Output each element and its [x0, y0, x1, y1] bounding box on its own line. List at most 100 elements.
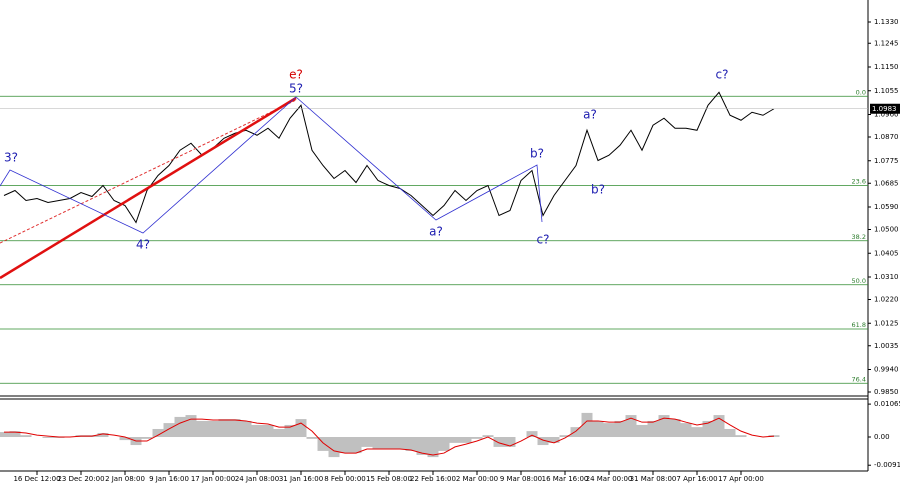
histogram-bar: [240, 420, 252, 438]
x-tick-label: 17 Apr 00:00: [718, 475, 764, 483]
histogram-bar: [482, 435, 494, 438]
histogram-bar: [273, 428, 285, 438]
fib-label: 61.8: [852, 321, 866, 329]
x-tick-label: 16 Dec 12:00: [13, 475, 60, 483]
x-tick-label: 9 Jan 16:00: [149, 475, 189, 483]
x-tick-label: 15 Feb 08:00: [366, 475, 412, 483]
wave-label: 5?: [289, 82, 303, 96]
histogram-bar: [581, 412, 593, 438]
wave-label: 3?: [4, 151, 18, 165]
y-tick-label: 1.0035: [874, 342, 899, 350]
histogram-bar: [339, 437, 351, 454]
histogram-bar: [42, 437, 54, 438]
histogram-bar: [735, 435, 747, 438]
histogram-bar: [449, 437, 461, 443]
histogram-bar: [196, 420, 208, 438]
histogram-bar: [460, 437, 472, 443]
x-tick-label: 9 Mar 08:00: [500, 475, 542, 483]
y-tick-label: 1.0500: [874, 226, 899, 234]
y-tick-label: 1.0870: [874, 133, 899, 141]
y-tick-label: 1.1245: [874, 39, 899, 47]
histogram-bar: [504, 437, 516, 447]
histogram-bar: [658, 415, 670, 438]
histogram-bar: [20, 435, 32, 438]
histogram-bar: [328, 437, 340, 458]
x-tick-label: 24 Mar 00:00: [586, 475, 633, 483]
histogram-bar: [713, 415, 725, 438]
histogram-bar: [141, 437, 153, 439]
x-tick-label: 8 Feb 00:00: [324, 475, 365, 483]
histogram-bar: [372, 437, 384, 450]
y-tick-label: 0.9850: [874, 388, 899, 396]
histogram-bar: [383, 437, 395, 450]
wave-label: b?: [530, 147, 544, 161]
fib-label: 50.0: [852, 277, 866, 285]
x-tick-label: 22 Feb 16:00: [410, 475, 456, 483]
wave-label: a?: [583, 108, 597, 122]
histogram-bar: [284, 424, 296, 438]
x-tick-label: 2 Mar 00:00: [456, 475, 498, 483]
y-tick-label: 1.0960: [874, 111, 899, 119]
histogram-bar: [416, 437, 428, 455]
histogram-bar: [647, 420, 659, 438]
histogram-bar: [229, 419, 241, 438]
x-tick-label: 17 Jan 00:00: [191, 475, 235, 483]
y-tick-label: 1.0405: [874, 249, 899, 257]
fib-label: 38.2: [852, 233, 866, 241]
histogram-bar: [317, 437, 329, 451]
histogram-bar: [295, 419, 307, 438]
x-tick-label: 7 Apr 16:00: [676, 475, 717, 483]
histogram-bar: [570, 427, 582, 438]
histogram-bar: [614, 420, 626, 438]
plot-layer: 0.0 23.6 38.2 50.0 61.8 76.4: [0, 88, 868, 458]
wave-line: [0, 96, 543, 234]
x-tick-label: 24 Jan 08:00: [235, 475, 279, 483]
y-tick-label: 1.0590: [874, 203, 899, 211]
histogram-bar: [262, 424, 274, 438]
histogram-bar: [702, 420, 714, 438]
wave-label: b?: [591, 183, 605, 197]
histogram-bar: [9, 431, 21, 438]
histogram-bar: [493, 437, 505, 447]
histogram-bar: [625, 415, 637, 438]
histogram-bar: [592, 420, 604, 438]
histogram-bar: [471, 437, 483, 439]
price-line: [3, 91, 775, 224]
y-tick-label: 0.9940: [874, 366, 899, 374]
histogram-bar: [152, 428, 164, 438]
histogram-bar: [394, 437, 406, 450]
histogram-bar: [548, 437, 560, 443]
histogram-bar: [207, 420, 219, 438]
histogram-bar: [251, 424, 263, 438]
histogram-bar: [0, 432, 10, 438]
wave-label: a?: [429, 225, 443, 239]
wave-label: 4?: [136, 238, 150, 252]
x-tick-label: 31 Jan 16:00: [279, 475, 323, 483]
y-tick-label: 1.0775: [874, 157, 899, 165]
fib-label: 23.6: [852, 178, 866, 186]
histogram-bar: [119, 437, 131, 441]
histogram-bar: [97, 432, 109, 438]
histogram-bar: [603, 423, 615, 438]
y-tick-label: 1.1150: [874, 63, 899, 71]
y-tick-label: 0.00: [874, 433, 890, 441]
histogram-bar: [350, 437, 362, 454]
fib-label: 76.4: [852, 375, 866, 383]
wave-label: e?: [289, 68, 303, 82]
fib-label: 0.0: [856, 88, 866, 96]
histogram-bar: [724, 428, 736, 438]
wave-label: c?: [537, 233, 550, 247]
price-tag-label: 1.0983: [872, 105, 897, 113]
x-tick-label: 23 Dec 20:00: [57, 475, 104, 483]
y-tick-label: 1.0220: [874, 296, 899, 304]
x-tick-label: 31 Mar 08:00: [630, 475, 677, 483]
histogram-bar: [669, 419, 681, 438]
trend-line: [0, 96, 297, 280]
signal-line: [4, 417, 775, 456]
histogram-bar: [636, 424, 648, 438]
histogram-bar: [405, 437, 417, 451]
price-tag: [870, 103, 900, 114]
histogram-bar: [306, 437, 318, 439]
